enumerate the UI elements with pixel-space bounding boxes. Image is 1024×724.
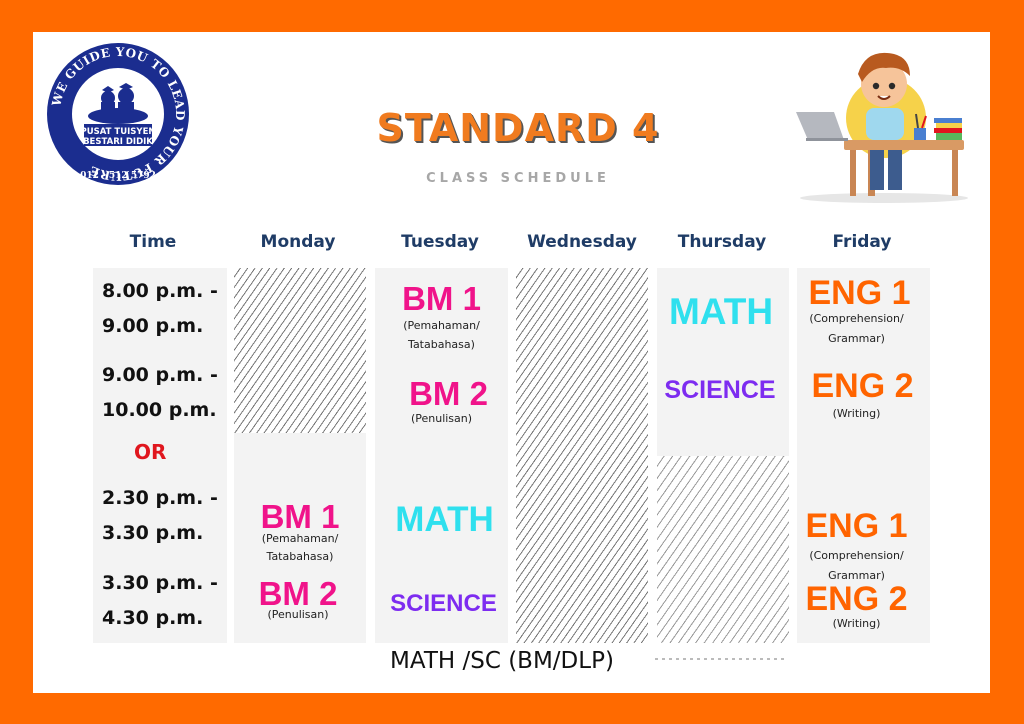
monday-bm1-note1: (Pemahaman/ xyxy=(261,532,339,545)
or-label: OR xyxy=(134,440,167,464)
friday-eng2-afternoon: ENG 2 xyxy=(805,580,908,618)
thursday-science: SCIENCE xyxy=(664,376,776,404)
header-wednesday: Wednesday xyxy=(527,232,637,252)
friday-eng1-evening-note2: Grammar) xyxy=(828,332,885,345)
monday-bm2: BM 2 xyxy=(258,575,338,612)
header-tuesday: Tuesday xyxy=(401,232,479,252)
thursday-math: MATH xyxy=(668,291,774,332)
friday-eng1-afternoon-note2: Grammar) xyxy=(828,569,885,582)
time-slot2-end: 10.00 p.m. xyxy=(102,399,217,421)
friday-eng2-evening: ENG 2 xyxy=(811,367,914,405)
monday-bm2-note: (Penulisan) xyxy=(267,608,329,621)
tuition-centre-logo: WE GUIDE YOU TO LEAD YOUR FUTURE 012 - 5… xyxy=(47,43,189,185)
friday-eng2-afternoon-note: (Writing) xyxy=(832,617,881,630)
time-slot1-start: 8.00 p.m. - xyxy=(102,280,218,302)
wednesday-no-class xyxy=(516,268,648,643)
monday-bm1: BM 1 xyxy=(260,498,340,535)
logo-banner-line1: PUSAT TUISYEN xyxy=(81,127,156,137)
tuesday-bm1-note2: Tatabahasa) xyxy=(408,338,475,351)
friday-column xyxy=(797,268,930,643)
time-slot1-end: 9.00 p.m. xyxy=(102,315,204,337)
tuesday-bm2: BM 2 xyxy=(409,375,488,412)
tuesday-bm1: BM 1 xyxy=(402,280,481,317)
time-slot4-end: 4.30 p.m. xyxy=(102,607,204,629)
friday-eng1-afternoon: ENG 1 xyxy=(805,507,908,545)
friday-eng1-afternoon-note1: (Comprehension/ xyxy=(809,549,904,562)
tuesday-science: SCIENCE xyxy=(390,590,497,617)
tuesday-bm2-note: (Penulisan) xyxy=(410,412,473,425)
dotted-divider xyxy=(655,658,785,660)
time-slot3-start: 2.30 p.m. - xyxy=(102,487,218,509)
time-slot3-end: 3.30 p.m. xyxy=(102,522,204,544)
logo-banner-line2: BESTARI DIDIK xyxy=(83,137,153,147)
logo-phone: 012 - 512 5792 xyxy=(80,171,156,181)
page-subtitle: CLASS SCHEDULE xyxy=(426,171,610,186)
student-at-desk-illustration xyxy=(796,52,968,203)
tuesday-bm1-note1: (Pemahaman/ xyxy=(403,319,480,332)
friday-eng1-evening-note1: (Comprehension/ xyxy=(809,312,904,325)
header-time: Time xyxy=(129,232,177,252)
time-slot2-start: 9.00 p.m. - xyxy=(102,364,218,386)
thursday-afternoon-no-class xyxy=(657,456,789,643)
tuesday-column xyxy=(375,268,508,643)
monday-evening-no-class xyxy=(234,268,366,433)
header-friday: Friday xyxy=(832,232,892,252)
header-monday: Monday xyxy=(260,232,336,252)
friday-eng1-evening: ENG 1 xyxy=(808,274,911,312)
friday-eng2-evening-note: (Writing) xyxy=(832,407,881,420)
header-thursday: Thursday xyxy=(677,232,767,252)
page-title: STANDARD 4 xyxy=(376,106,660,150)
monday-bm1-note2: Tatabahasa) xyxy=(266,550,334,563)
tuesday-math: MATH xyxy=(395,500,494,539)
time-column xyxy=(93,268,227,643)
footer-note: MATH /SC (BM/DLP) xyxy=(390,648,614,674)
time-slot4-start: 3.30 p.m. - xyxy=(102,572,218,594)
